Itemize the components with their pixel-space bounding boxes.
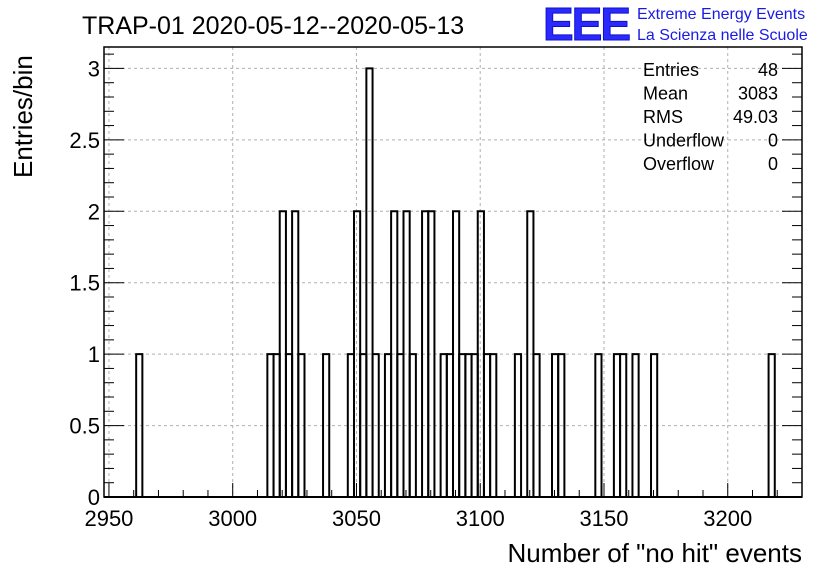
x-tick-label: 3200 (703, 506, 752, 531)
y-tick-label: 2.5 (69, 128, 100, 153)
x-tick-label: 2950 (84, 506, 133, 531)
y-tick-label: 0.5 (69, 414, 100, 439)
x-tick-label: 3100 (456, 506, 505, 531)
histogram-bin (557, 353, 566, 497)
y-tick-label: 3 (88, 56, 100, 81)
plot-frame (103, 46, 803, 498)
stats-label: Entries (643, 60, 699, 80)
histogram-bin (619, 353, 628, 497)
stats-label: Mean (643, 84, 688, 104)
stats-value: 49.03 (733, 107, 778, 127)
histogram-bin (322, 353, 331, 497)
histogram-bin (489, 353, 498, 497)
x-tick-label: 3050 (332, 506, 381, 531)
eee-logo-line1: Extreme Energy Events (637, 6, 805, 23)
x-axis-label: Number of "no hit" events (508, 538, 803, 568)
histogram-bin (135, 353, 144, 497)
stats-value: 48 (758, 60, 778, 80)
histogram-bin (650, 353, 659, 497)
tick-labels: 2950 3000 3050 3100 3150 3200 0 0.5 1 1.5 2 2.5 3 (69, 56, 752, 531)
x-tick-label: 3150 (580, 506, 629, 531)
eee-logo-line2: La Scienza nelle Scuole (637, 27, 808, 44)
histogram-bin (767, 353, 776, 497)
y-axis-label: Entries/bin (8, 55, 38, 178)
histogram-bin (427, 210, 436, 497)
eee-logo-mark: EEE (543, 0, 629, 50)
histogram-bin (513, 353, 523, 497)
histogram-bin (631, 353, 640, 497)
histogram-bin (371, 353, 380, 497)
histogram-bin (365, 67, 374, 497)
stats-label: Underflow (643, 131, 725, 151)
y-tick-label: 1 (88, 342, 100, 367)
stats-box: Entries 48 Mean 3083 RMS 49.03 Underflow 0 Overf… (643, 60, 778, 174)
y-tick-label: 0 (88, 485, 100, 510)
y-tick-label: 2 (88, 199, 100, 224)
x-tick-label: 3000 (208, 506, 257, 531)
histogram-bin (297, 353, 306, 497)
eee-logo: EEE Extreme Energy Events La Scienza nel… (543, 0, 808, 51)
y-tick-label: 1.5 (69, 271, 100, 296)
histogram-bin (594, 353, 603, 497)
stats-value: 0 (768, 154, 778, 174)
histogram-bin (532, 353, 541, 497)
stats-value: 0 (768, 131, 778, 151)
chart-title: TRAP-01 2020-05-12--2020-05-13 (82, 12, 464, 40)
stats-label: RMS (643, 107, 683, 127)
histogram-bin (408, 353, 417, 497)
stats-value: 3083 (738, 84, 778, 104)
stats-label: Overflow (643, 154, 715, 174)
